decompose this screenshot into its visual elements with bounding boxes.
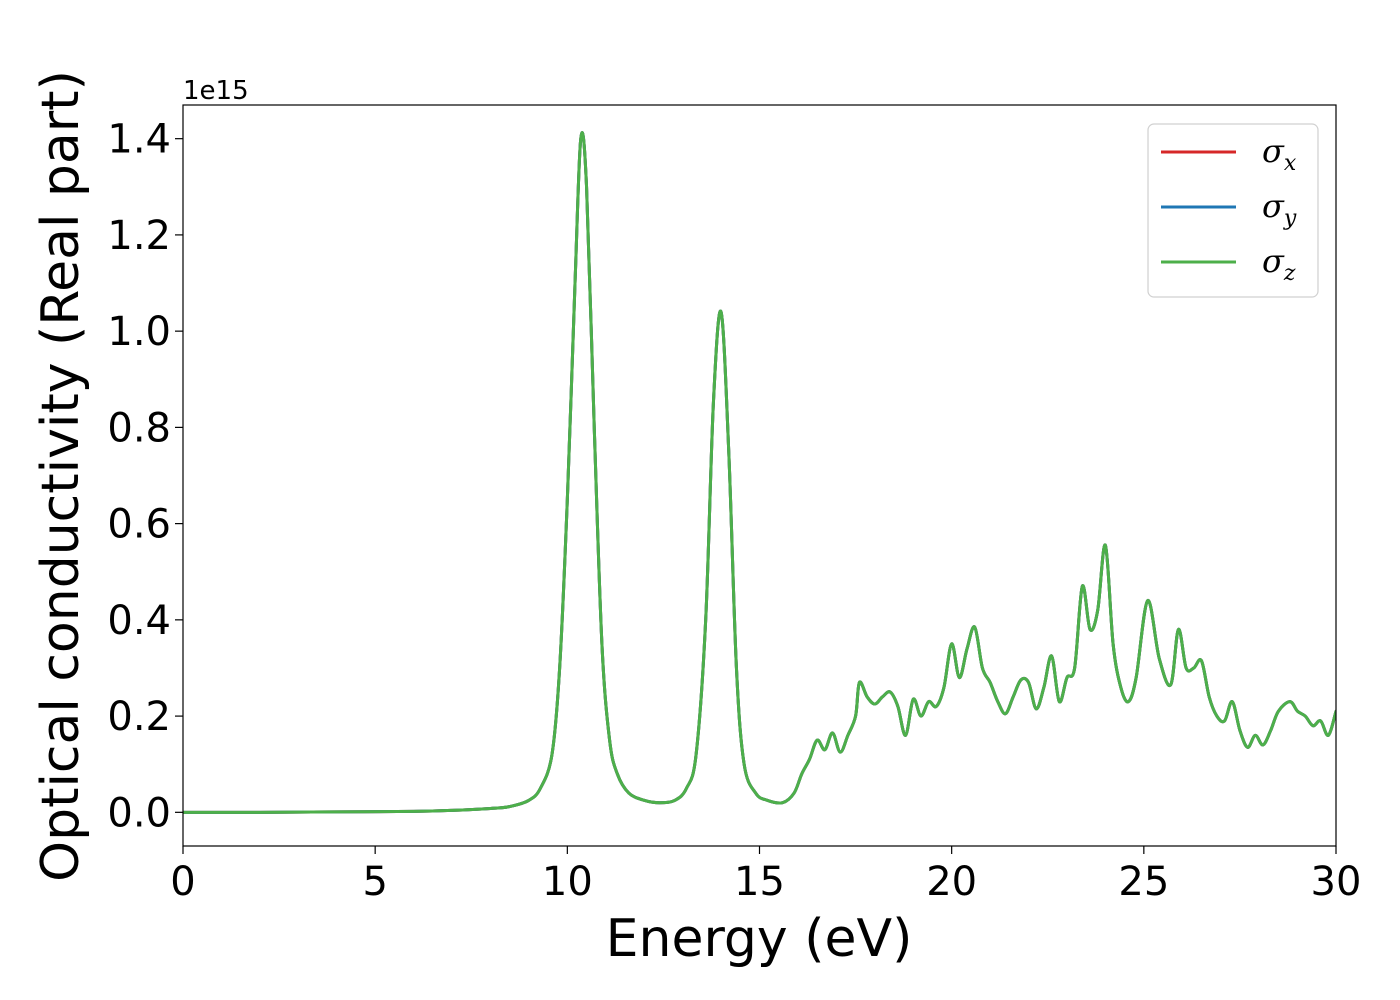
y-tick-label: 1.4 (107, 117, 171, 163)
y-tick-label: 0.6 (107, 502, 171, 548)
y-offset-label: 1e15 (183, 76, 249, 106)
x-tick-label: 5 (362, 859, 387, 905)
x-tick-label: 15 (734, 859, 785, 905)
x-tick-label: 0 (170, 859, 195, 905)
legend-label-y: σy (1262, 187, 1297, 231)
y-tick-label: 0.4 (107, 598, 171, 644)
series-line-z (183, 131, 1336, 814)
y-tick-label: 1.0 (107, 309, 171, 355)
legend: σx σy σz (1147, 123, 1319, 298)
x-tick-label: 30 (1311, 859, 1362, 905)
y-axis-ticks: 0.0 0.2 0.4 0.6 0.8 1.0 1.2 1.4 (107, 117, 183, 836)
y-tick-label: 0.0 (107, 790, 171, 836)
x-tick-label: 25 (1118, 859, 1169, 905)
x-tick-label: 20 (926, 859, 977, 905)
legend-box (1147, 123, 1319, 298)
legend-label-x: σx (1262, 132, 1297, 176)
legend-label-z: σz (1262, 242, 1296, 286)
y-tick-label: 0.8 (107, 405, 171, 451)
y-tick-label: 0.2 (107, 694, 171, 740)
x-axis-ticks: 0 5 10 15 20 25 30 (170, 846, 1361, 905)
y-tick-label: 1.2 (107, 213, 171, 259)
y-axis-label: Optical conductivity (Real part) (31, 70, 91, 882)
plot-lines (183, 131, 1336, 814)
x-axis-label: Energy (eV) (606, 909, 913, 969)
x-tick-label: 10 (542, 859, 593, 905)
